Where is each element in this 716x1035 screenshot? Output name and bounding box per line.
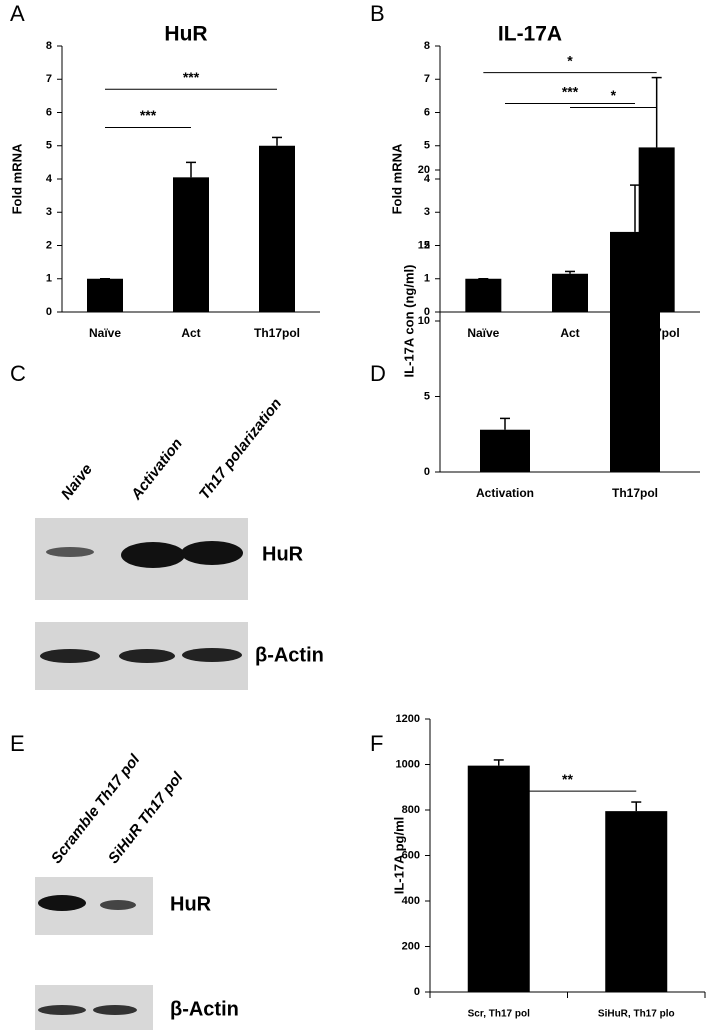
- y-axis-label: Fold mRNA: [9, 143, 24, 214]
- significance-label: *: [567, 52, 573, 68]
- panel-letter: A: [10, 1, 25, 26]
- bar: [173, 177, 209, 312]
- y-tick-label: 3: [46, 206, 52, 218]
- bar: [552, 273, 588, 312]
- y-tick-label: 8: [46, 40, 52, 52]
- lane-label: Th17 polarization: [196, 395, 285, 503]
- panel-letter: D: [370, 361, 386, 386]
- y-tick-label: 0: [424, 466, 430, 478]
- y-tick-label: 3: [424, 206, 430, 218]
- y-tick-label: 2: [46, 239, 52, 251]
- y-tick-label: 1000: [396, 758, 420, 770]
- row-label: β-Actin: [255, 644, 324, 666]
- x-tick-label: Act: [560, 326, 579, 340]
- y-axis-label: IL-17A pg/ml: [391, 817, 406, 895]
- y-tick-label: 5: [424, 390, 430, 402]
- band: [38, 1005, 86, 1015]
- y-tick-label: 0: [414, 986, 420, 998]
- bar: [605, 811, 668, 992]
- y-tick-label: 6: [46, 106, 52, 118]
- row-label: β-Actin: [170, 998, 239, 1020]
- x-tick-label: Th17pol: [254, 326, 300, 340]
- y-tick-label: 600: [402, 849, 420, 861]
- y-tick-label: 15: [418, 239, 430, 251]
- y-tick-label: 5: [46, 140, 52, 152]
- significance-label: ***: [183, 69, 200, 85]
- x-tick-label: Act: [181, 326, 200, 340]
- band: [121, 542, 185, 568]
- y-tick-label: 800: [402, 804, 420, 816]
- y-tick-label: 1200: [396, 713, 420, 725]
- y-tick-label: 0: [424, 306, 430, 318]
- y-tick-label: 2: [424, 239, 430, 251]
- y-tick-label: 6: [424, 106, 430, 118]
- panel-letter: E: [10, 731, 25, 756]
- bar: [465, 278, 502, 312]
- x-tick-label: Naïve: [89, 326, 121, 340]
- x-tick-label: SiHuR, Th17 plo: [598, 1009, 675, 1020]
- bar: [467, 765, 530, 992]
- y-tick-label: 0: [46, 306, 52, 318]
- y-tick-label: 5: [424, 140, 430, 152]
- x-tick-label: Scr, Th17 pol: [468, 1009, 530, 1020]
- y-tick-label: 4: [424, 173, 431, 185]
- band: [181, 541, 243, 565]
- panel-letter: B: [370, 1, 385, 26]
- x-tick-label: Th17pol: [612, 486, 658, 500]
- band: [40, 649, 100, 663]
- y-axis-label: IL-17A con (ng/ml): [401, 265, 416, 378]
- y-tick-label: 400: [402, 895, 420, 907]
- y-tick-label: 1: [424, 273, 430, 285]
- bar: [480, 429, 530, 472]
- band: [182, 648, 242, 662]
- panel-letter: F: [370, 731, 383, 756]
- chart-title: HuR: [164, 23, 207, 46]
- band: [93, 1005, 137, 1015]
- y-tick-label: 1: [46, 273, 52, 285]
- x-tick-label: Naïve: [467, 326, 499, 340]
- band: [119, 649, 175, 663]
- chart-title: IL-17A: [498, 23, 562, 46]
- y-tick-label: 10: [418, 315, 430, 327]
- bar: [259, 145, 295, 312]
- significance-label: *: [611, 87, 617, 103]
- y-tick-label: 4: [46, 173, 53, 185]
- y-tick-label: 7: [46, 73, 52, 85]
- band: [38, 895, 86, 911]
- lane-label: Naive: [58, 461, 96, 503]
- lane-label: Activation: [127, 435, 186, 503]
- y-axis-label: Fold mRNA: [389, 143, 404, 214]
- y-tick-label: 200: [402, 940, 420, 952]
- row-label: HuR: [170, 893, 212, 915]
- bar: [87, 278, 123, 312]
- row-label: HuR: [262, 543, 304, 565]
- y-tick-label: 7: [424, 73, 430, 85]
- significance-label: ***: [562, 83, 579, 99]
- significance-label: ***: [140, 107, 157, 123]
- bar: [610, 231, 660, 472]
- panel-letter: C: [10, 361, 26, 386]
- significance-label: **: [562, 771, 573, 787]
- y-tick-label: 8: [424, 40, 430, 52]
- band: [46, 547, 94, 557]
- y-tick-label: 20: [418, 164, 430, 176]
- x-tick-label: Activation: [476, 486, 534, 500]
- band: [100, 900, 136, 910]
